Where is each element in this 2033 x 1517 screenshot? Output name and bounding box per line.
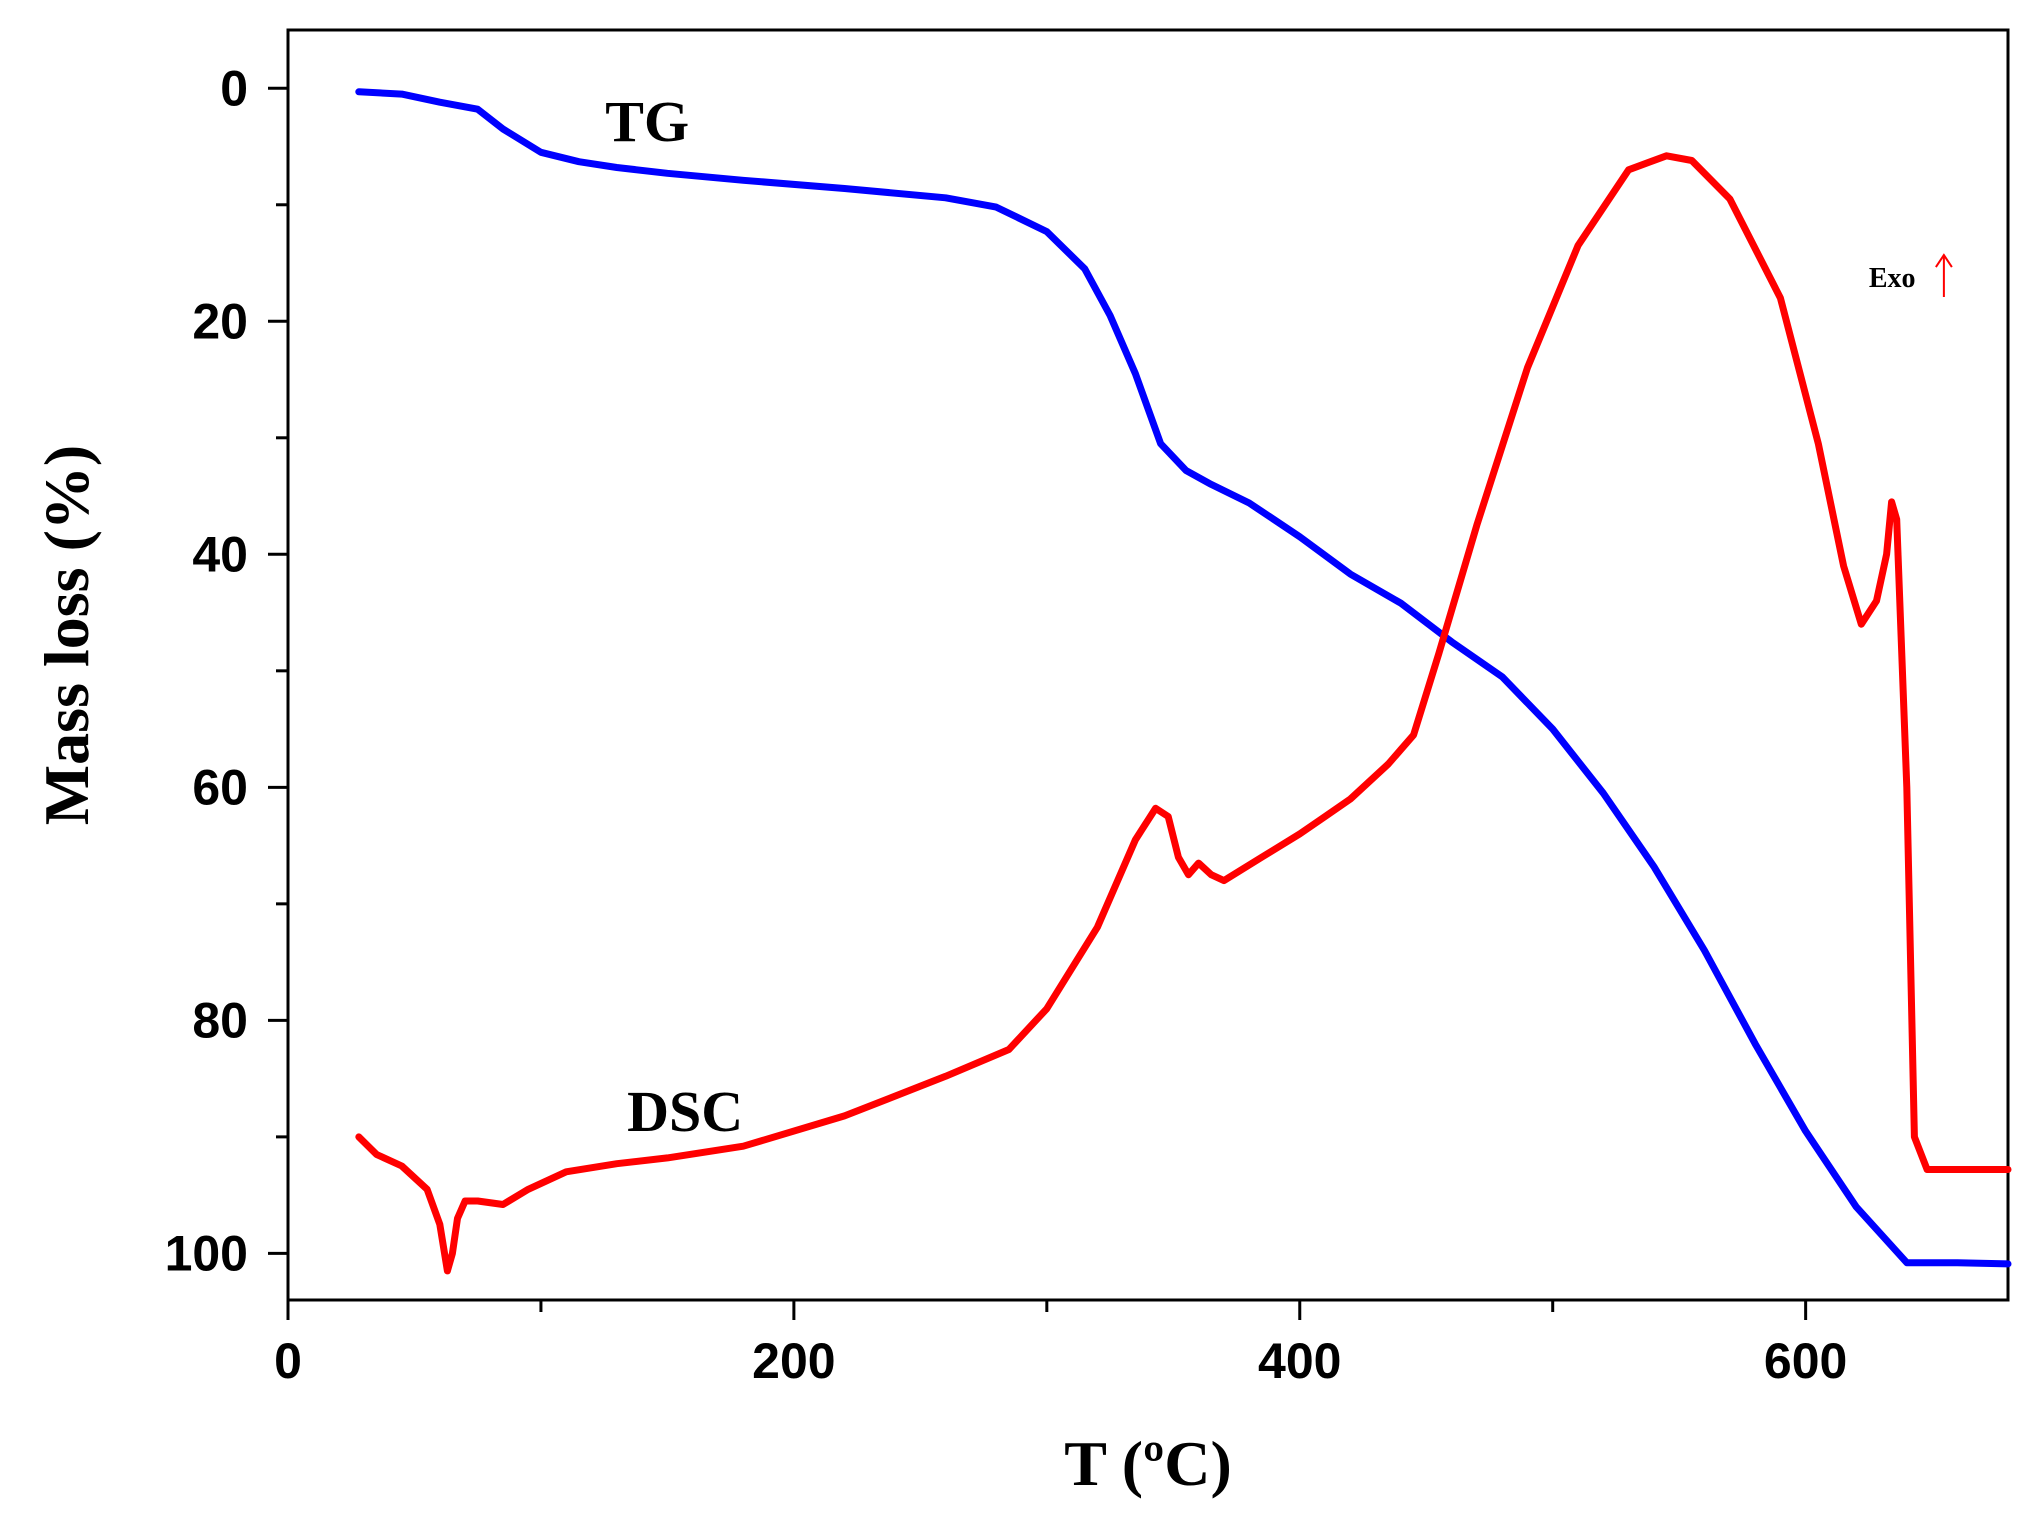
tg-curve: [355, 88, 2012, 1268]
dsc-curve: [355, 152, 2012, 1275]
y-tick-label: 0: [220, 60, 248, 116]
y-tick-label: 20: [192, 293, 248, 349]
series-group: [355, 88, 2012, 1275]
x-tick-label: 400: [1258, 1333, 1341, 1389]
plot-area-border: [286, 28, 2010, 1302]
x-tick-label: 600: [1764, 1333, 1847, 1389]
y-tick-label: 100: [165, 1225, 248, 1281]
y-tick-label: 40: [192, 526, 248, 582]
y-tick-label: 60: [192, 759, 248, 815]
exo-up-arrow-icon: [1935, 253, 1953, 298]
x-axis-title: T (ºC): [1064, 1428, 1232, 1499]
x-tick-label: 200: [752, 1333, 835, 1389]
axis-ticks: 0 200 400 600 0 20 40 60 80 100: [165, 60, 1848, 1389]
tg-label: TG: [605, 89, 689, 154]
y-axis-title: Mass loss (%): [31, 445, 102, 825]
annotation-group: TG DSC Exo: [605, 89, 1953, 1144]
y-tick-label: 80: [192, 992, 248, 1048]
dsc-label: DSC: [627, 1079, 743, 1144]
plot-frame: [286, 28, 2010, 1302]
exo-label: Exo: [1869, 263, 1916, 294]
x-tick-label: 0: [274, 1333, 302, 1389]
